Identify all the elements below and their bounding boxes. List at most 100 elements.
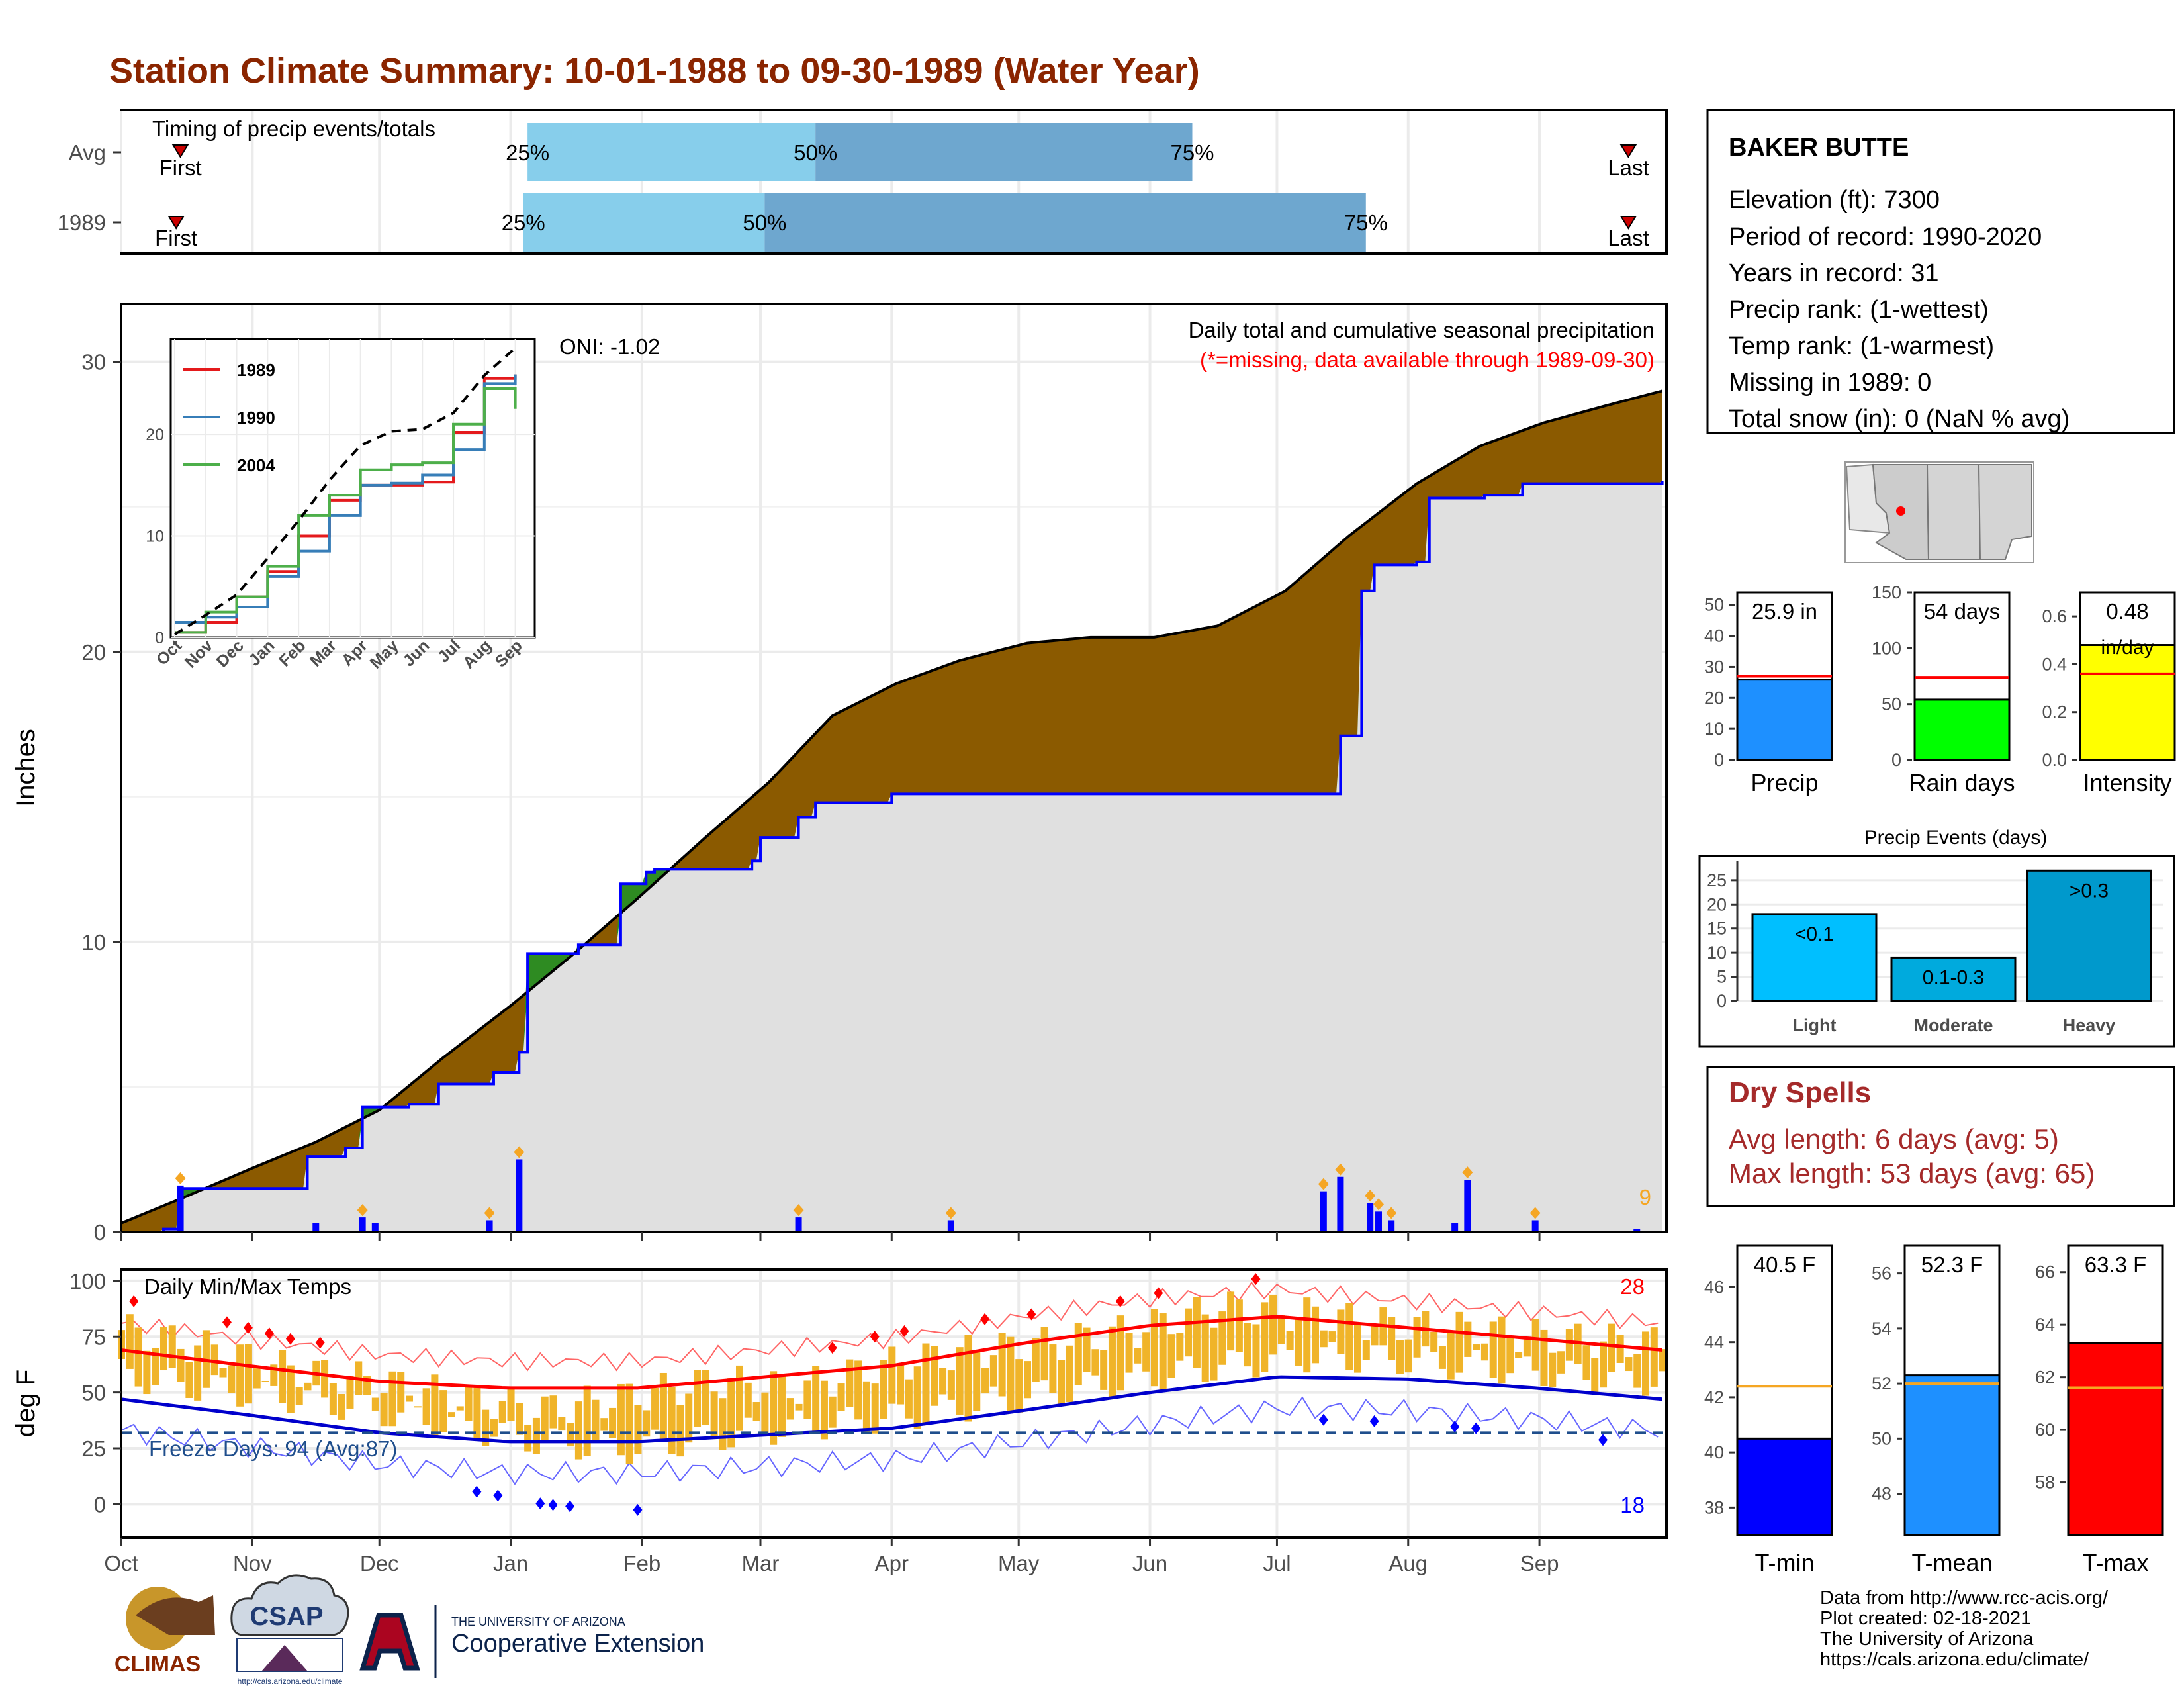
inset-legend-label: 1990	[237, 408, 275, 428]
inset-legend-label: 2004	[237, 455, 275, 475]
daily-temp-bar	[1024, 1361, 1032, 1399]
daily-temp-bar	[1244, 1323, 1251, 1367]
daily-temp-bar	[567, 1423, 574, 1447]
timing-p50-label: 50%	[743, 211, 786, 235]
daily-temp-bar	[371, 1397, 379, 1411]
summary-bar-tick-label: 10	[1704, 719, 1724, 739]
climas-text: CLIMAS	[114, 1652, 201, 1677]
daily-temp-bar	[922, 1343, 930, 1423]
daily-temp-bar	[1480, 1343, 1488, 1361]
dry-spells-avg: Avg length: 6 days (avg: 5)	[1729, 1123, 2059, 1154]
daily-temp-bar	[617, 1383, 625, 1456]
extreme-precip-marker-icon	[1335, 1163, 1346, 1176]
daily-temp-bar	[1608, 1323, 1615, 1372]
daily-temp-bar	[1176, 1333, 1184, 1361]
timing-rows: Avg 25% 50% 75% First Last 1989 25% 50% 75% First L…	[58, 123, 1649, 252]
station-name: BAKER BUTTE	[1729, 134, 1909, 162]
record-low-marker-icon	[548, 1499, 558, 1511]
footer-logos: CLIMAS CSAP http://cals.arizona.edu/clim…	[114, 1574, 704, 1686]
summary-bar-tick-label: 52	[1872, 1374, 1891, 1393]
daily-temp-bar	[1083, 1327, 1091, 1372]
summary-bar-tick-label: 62	[2035, 1368, 2055, 1387]
summary-bar-label: Rain days	[1909, 769, 2015, 796]
first-label: First	[159, 156, 201, 180]
credit-line: Data from http://www.rcc-acis.org/	[1820, 1587, 2109, 1609]
extreme-precip-marker-icon	[1529, 1207, 1541, 1219]
daily-temp-bar	[1235, 1299, 1243, 1352]
daily-temp-bar	[1616, 1335, 1624, 1363]
daily-temp-bar	[346, 1376, 354, 1409]
daily-temp-bar	[456, 1406, 464, 1411]
daily-temp-bar	[744, 1382, 752, 1418]
dry-spells-title: Dry Spells	[1729, 1076, 1871, 1109]
temp-y-tick-label: 50	[81, 1381, 106, 1405]
daily-temp-bar	[1108, 1326, 1116, 1399]
daily-temp-bar	[1218, 1311, 1226, 1365]
first-marker-icon	[171, 144, 189, 158]
daily-temp-bar	[820, 1380, 828, 1440]
observed-area	[121, 481, 1662, 1232]
daily-temp-bar	[939, 1368, 947, 1395]
daily-temp-bar	[473, 1385, 481, 1439]
events-tick-label: 5	[1717, 967, 1727, 987]
record-low-marker-icon	[493, 1489, 503, 1502]
extreme-precip-marker-icon	[945, 1207, 956, 1219]
event-bar-label: >0.3	[2070, 880, 2109, 902]
month-tick-label: Jun	[1132, 1551, 1167, 1575]
precip-areas	[120, 389, 1664, 1233]
oni-label: ONI: -1.02	[559, 334, 660, 359]
month-tick-label: Feb	[623, 1551, 660, 1575]
climas-logo: CLIMAS	[114, 1587, 215, 1677]
summary-bar-tick-label: 0.0	[2042, 750, 2067, 770]
summary-bar-fill	[2079, 644, 2176, 761]
precip-y-axis: 0 10 20 30	[81, 350, 1541, 1244]
daily-temp-bar	[1413, 1317, 1421, 1358]
month-tick-label: Aug	[1388, 1551, 1428, 1575]
station-line: Total snow (in): 0 (NaN % avg)	[1729, 405, 2070, 433]
record-high-marker-icon	[1251, 1273, 1261, 1286]
cold-days-count: 18	[1620, 1493, 1645, 1517]
last-marker-icon	[1619, 216, 1637, 230]
dry-spells-max: Max length: 53 days (avg: 65)	[1729, 1158, 2095, 1189]
timing-label: Timing of precip events/totals	[152, 117, 435, 141]
daily-temp-bar	[1396, 1340, 1404, 1374]
map-state	[1926, 464, 1981, 560]
summary-bar-value: 54 days	[1924, 599, 2001, 624]
daily-temp-bar	[770, 1371, 778, 1445]
daily-temp-bar	[210, 1344, 218, 1376]
daily-temp-bar	[1337, 1309, 1345, 1354]
daily-temp-bar	[905, 1379, 913, 1419]
daily-temp-bar	[1167, 1334, 1175, 1378]
record-high-marker-icon	[1154, 1287, 1163, 1299]
daily-temp-bar	[1134, 1348, 1142, 1364]
precip-chart-subtitle: (*=missing, data available through 1989-…	[1200, 348, 1655, 372]
event-bar	[2026, 869, 2152, 1002]
precip-frame	[120, 303, 1668, 1233]
extreme-precip-marker-icon	[1365, 1190, 1376, 1202]
daily-temp-bar	[592, 1399, 600, 1441]
daily-temp-bar	[447, 1412, 455, 1417]
summary-bar-fill	[1736, 1437, 1833, 1536]
daily-temp-bar	[219, 1368, 227, 1378]
record-high-marker-icon	[899, 1325, 909, 1337]
daily-temp-bar	[524, 1424, 532, 1452]
daily-temp-bar	[1295, 1317, 1302, 1366]
daily-precip-bar	[516, 1159, 523, 1232]
record-high-marker-icon	[315, 1336, 325, 1349]
record-high-marker-icon	[264, 1327, 274, 1340]
last-label: Last	[1608, 226, 1649, 250]
month-tick-label: Jul	[1263, 1551, 1291, 1575]
summary-bar-fill	[2067, 1342, 2164, 1536]
daily-temp-bar	[795, 1403, 803, 1411]
month-x-axis: Oct Nov Dec Jan Feb Mar Apr May Jun Jul Aug Sep	[104, 1538, 1559, 1575]
record-high-marker-icon	[222, 1316, 232, 1329]
footer-credits: Data from http://www.rcc-acis.org/ Plot …	[1820, 1587, 2109, 1670]
inset-frame	[169, 338, 536, 639]
daily-temp-bar	[1312, 1306, 1320, 1364]
daily-temp-bar	[422, 1388, 430, 1425]
extreme-precip-marker-icon	[357, 1204, 368, 1217]
extreme-precip-marker-icon	[1386, 1207, 1397, 1219]
daily-temp-bar	[321, 1360, 329, 1398]
daily-temp-bar	[786, 1398, 794, 1420]
